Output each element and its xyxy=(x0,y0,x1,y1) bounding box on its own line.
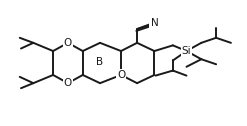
Text: Si: Si xyxy=(182,46,191,56)
Text: B: B xyxy=(97,57,103,67)
Text: O: O xyxy=(117,70,125,80)
Text: N: N xyxy=(150,18,158,28)
Text: O: O xyxy=(64,78,72,88)
Text: O: O xyxy=(64,38,72,48)
